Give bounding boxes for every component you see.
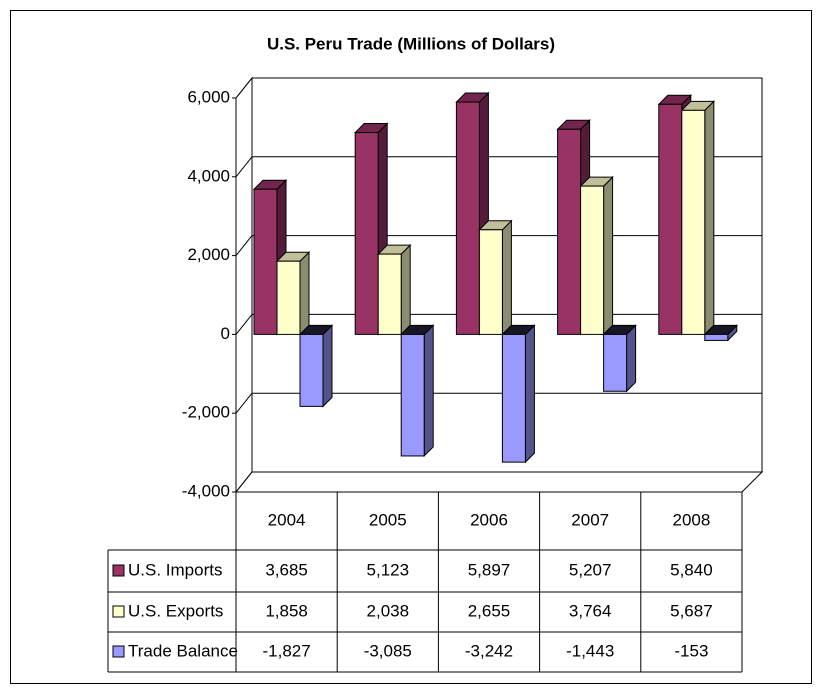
bar-side: [322, 324, 333, 408]
chart-title: U.S. Peru Trade (Millions of Dollars): [267, 34, 555, 53]
bar-side: [423, 324, 434, 458]
bar: [253, 188, 278, 335]
bar: [557, 128, 582, 335]
side-wall: [235, 76, 253, 494]
x-tick-label: 2007: [571, 510, 609, 529]
bar: [377, 253, 402, 335]
y-tick-label: 2,000: [187, 245, 230, 264]
x-tick-label: 2005: [369, 510, 407, 529]
data-label: -1,443: [566, 641, 614, 660]
x-tick-label: 2006: [470, 510, 508, 529]
legend-label: U.S. Exports: [128, 601, 223, 620]
floor: [234, 471, 764, 493]
bar-side: [524, 324, 535, 464]
data-label: 5,123: [367, 560, 410, 579]
grid-line-side: [235, 235, 253, 256]
bar: [299, 333, 324, 407]
bar: [354, 132, 379, 335]
grid-line-side: [235, 156, 253, 178]
bar: [276, 260, 301, 335]
y-tick-label: 0: [221, 324, 230, 343]
legend-label: U.S. Imports: [128, 560, 222, 579]
bar: [400, 333, 425, 457]
bar: [704, 333, 729, 341]
bar: [501, 333, 526, 463]
legend-key: [112, 605, 125, 618]
data-label: 5,207: [569, 560, 612, 579]
data-label: 5,687: [670, 601, 713, 620]
bar: [478, 229, 503, 335]
data-label: -153: [674, 641, 708, 660]
y-tick-label: 6,000: [187, 87, 230, 106]
legend-label: Trade Balance: [128, 641, 238, 660]
bar: [580, 185, 605, 335]
data-label: -3,242: [465, 641, 513, 660]
data-label: 2,038: [367, 601, 410, 620]
data-label: 5,897: [468, 560, 511, 579]
bar-side: [704, 100, 715, 336]
bar: [603, 333, 628, 392]
bar-side: [501, 219, 512, 336]
legend-key: [112, 645, 125, 658]
y-tick-label: 4,000: [187, 166, 230, 185]
data-label: 3,685: [265, 560, 308, 579]
data-label: -1,827: [262, 641, 310, 660]
grid-line-side: [235, 392, 253, 414]
bar: [658, 103, 683, 335]
bar-side: [299, 250, 310, 336]
data-label: -3,085: [364, 641, 412, 660]
bar-side: [400, 243, 411, 336]
data-label: 1,858: [265, 601, 308, 620]
data-label: 2,655: [468, 601, 511, 620]
bar: [455, 101, 480, 335]
grid-line-side: [235, 314, 253, 335]
y-tick-label: -4,000: [182, 481, 230, 500]
bar: [681, 109, 706, 335]
bar-side: [603, 175, 614, 336]
y-tick-label: -2,000: [182, 403, 230, 422]
x-tick-label: 2004: [268, 510, 306, 529]
data-label: 5,840: [670, 560, 713, 579]
grid-line-side: [235, 471, 253, 493]
x-tick-label: 2008: [672, 510, 710, 529]
grid-line-side: [235, 77, 253, 99]
bar-side: [626, 324, 637, 393]
legend-key: [112, 564, 125, 577]
data-label: 3,764: [569, 601, 612, 620]
